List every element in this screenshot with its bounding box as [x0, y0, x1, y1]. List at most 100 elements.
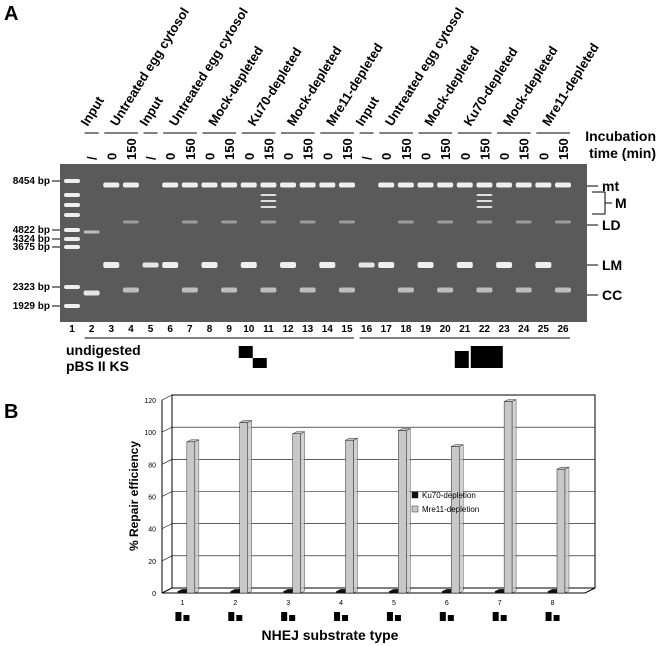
y-tick-label: 120	[144, 398, 156, 405]
bar-side	[406, 428, 411, 594]
time-label: 150	[340, 138, 355, 160]
gel-band	[397, 220, 414, 224]
time-label: /	[85, 156, 100, 160]
grid-line	[161, 426, 595, 433]
time-label: 0	[497, 153, 512, 160]
time-label: 0	[242, 153, 257, 160]
gel-band	[476, 182, 493, 188]
gel-band	[260, 220, 277, 224]
gel-band	[319, 262, 336, 268]
bar-top	[556, 466, 570, 470]
lane-number: 5	[148, 324, 154, 335]
grid-line	[161, 587, 595, 594]
gel-band	[319, 182, 336, 188]
gel-band	[103, 262, 120, 268]
gel-band	[437, 287, 454, 293]
bar-top	[292, 431, 305, 434]
bar	[556, 466, 570, 594]
x-tick-label: 8	[551, 600, 555, 607]
time-label: 150	[477, 138, 492, 160]
lane-number: 26	[557, 324, 569, 335]
panel-label: A	[4, 3, 18, 25]
gel-band	[476, 287, 493, 293]
bar-front	[239, 422, 248, 594]
time-label: 150	[301, 138, 316, 160]
bar-front	[292, 433, 301, 594]
gel-band	[456, 262, 473, 268]
substrate-label: pBS II KS	[66, 358, 129, 374]
gel-band	[122, 182, 139, 188]
time-label: /	[360, 156, 375, 160]
gel-band	[280, 182, 297, 188]
lane-number: 10	[243, 324, 255, 335]
x-axis-label: NHEJ substrate type	[262, 627, 399, 643]
gel-band	[260, 182, 277, 188]
bar-front	[398, 430, 407, 594]
band-label: M	[615, 195, 627, 211]
gel-band	[535, 182, 552, 188]
gel-band	[299, 182, 316, 188]
bar	[239, 420, 252, 594]
gel-band	[122, 287, 139, 293]
time-label: 0	[320, 153, 335, 160]
bar-side	[511, 399, 517, 594]
gel-band	[240, 262, 257, 268]
grid-line	[161, 459, 595, 465]
bar-front	[494, 591, 504, 594]
gel-band	[535, 262, 552, 268]
band-label: CC	[602, 287, 622, 303]
x-tick-label: 3	[286, 600, 290, 607]
lane-number: 2	[89, 324, 95, 335]
gel-band	[64, 304, 80, 308]
y-tick-label: 20	[148, 559, 156, 566]
time-label: 0	[458, 153, 473, 160]
ladder-label: 4324 bp	[13, 234, 50, 245]
time-label: 150	[261, 138, 276, 160]
gel-band	[555, 287, 571, 293]
bar-top	[504, 399, 517, 402]
gel-band	[64, 213, 80, 217]
bar-top	[345, 438, 358, 441]
gel-band	[181, 220, 198, 224]
bracket	[592, 191, 612, 215]
floor	[162, 587, 596, 594]
gel-band	[221, 182, 238, 188]
ladder-label: 8454 bp	[13, 176, 50, 187]
lane-number: 23	[499, 324, 511, 335]
bar	[503, 399, 517, 594]
gel-band	[83, 230, 100, 234]
lane-number: 24	[518, 324, 530, 335]
gel-band	[280, 262, 297, 268]
grid-line	[161, 523, 595, 529]
bar-side	[300, 431, 305, 594]
time-label: 0	[536, 153, 551, 160]
gel-band	[221, 220, 238, 224]
substrate-label: undigested	[66, 342, 141, 358]
lane-header: Input	[77, 93, 107, 128]
bar-side	[194, 439, 200, 594]
substrate-icon	[238, 346, 267, 368]
time-label: 0	[379, 153, 394, 160]
lane-number: 9	[226, 324, 232, 335]
bar	[186, 439, 200, 594]
gel-band	[64, 203, 80, 207]
gel-band	[358, 262, 375, 268]
substrate-icon	[228, 612, 243, 621]
legend-swatch	[411, 505, 419, 513]
gel-band	[397, 287, 414, 293]
grid-line	[161, 555, 595, 562]
gel-band	[417, 182, 434, 188]
lane-header: Input	[136, 93, 166, 128]
gel-band	[378, 262, 395, 268]
gel-band	[201, 182, 218, 188]
x-tick-label: 1	[180, 600, 184, 607]
lane-number: 21	[459, 324, 471, 335]
band-label: LM	[602, 257, 622, 273]
lane-number: 15	[341, 324, 353, 335]
bar-front	[345, 440, 354, 594]
y-tick-label: 0	[152, 591, 156, 598]
band-label: mt	[602, 178, 619, 194]
panel-label: B	[4, 401, 18, 423]
bar	[345, 437, 358, 594]
